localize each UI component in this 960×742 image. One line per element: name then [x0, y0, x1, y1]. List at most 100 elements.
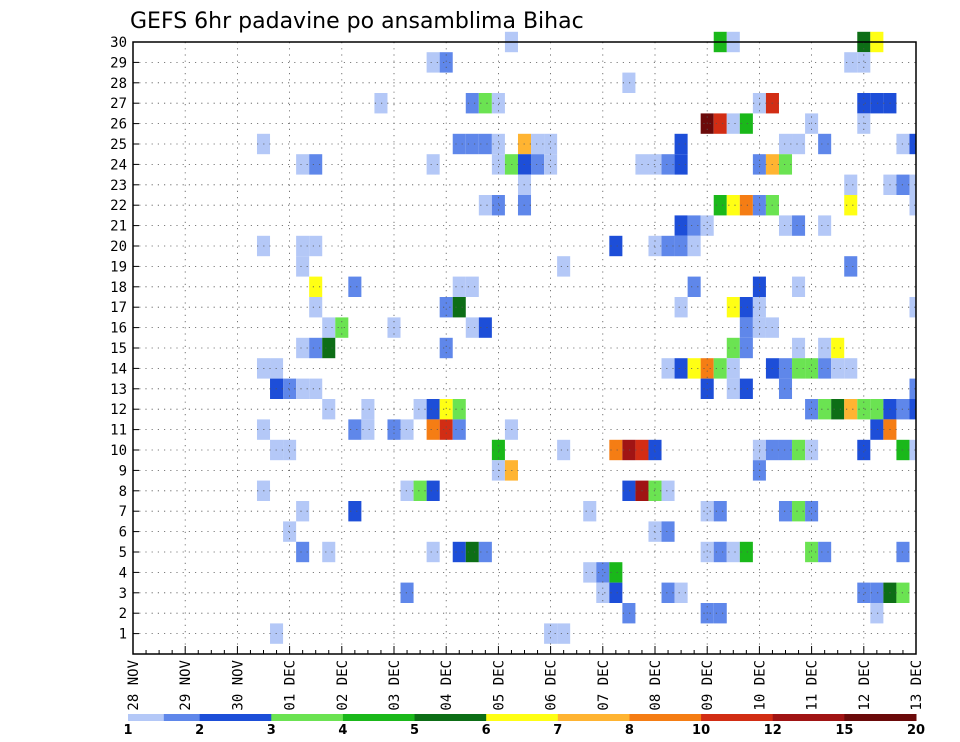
- heatmap-cell: [296, 378, 310, 399]
- heatmap-cell: [818, 358, 832, 379]
- heatmap-cell: [805, 439, 819, 461]
- heatmap-cell: [661, 358, 675, 379]
- heatmap-cell: [713, 541, 727, 563]
- y-tick-label: 8: [119, 484, 127, 500]
- heatmap-cell: [296, 256, 310, 277]
- heatmap-cell: [870, 603, 884, 624]
- chart-title: GEFS 6hr padavine po ansamblima Bihac: [130, 9, 584, 34]
- heatmap-cell: [909, 439, 916, 461]
- heatmap-cell: [792, 439, 806, 461]
- colorbar: 1 2 3 4 5 6 7 8 10 12 15 20: [123, 714, 925, 738]
- heatmap-cell: [739, 337, 753, 359]
- heatmap-cell: [439, 399, 453, 420]
- heatmap-cell: [792, 337, 806, 359]
- heatmap-cell: [805, 358, 819, 379]
- colorbar-label: 10: [692, 723, 710, 738]
- heatmap-cell: [818, 337, 832, 359]
- colorbar-swatch: [128, 714, 201, 721]
- heatmap-cell: [283, 378, 297, 399]
- heatmap-cell: [844, 358, 858, 379]
- colorbar-swatch: [199, 714, 272, 721]
- heatmap-cell: [322, 399, 336, 420]
- heatmap-cell: [778, 154, 793, 175]
- heatmap-cell: [348, 276, 362, 297]
- x-tick-label: 07 DEC: [596, 660, 612, 711]
- y-tick-label: 1: [119, 627, 127, 643]
- heatmap-cell: [544, 133, 558, 155]
- heatmap-cell: [531, 154, 545, 175]
- heatmap-cell: [622, 72, 636, 93]
- heatmap-cell: [309, 154, 323, 175]
- heatmap-cell: [700, 501, 714, 522]
- heatmap-cell: [296, 541, 310, 563]
- heatmap-cell: [687, 358, 701, 379]
- heatmap-cell: [726, 358, 740, 379]
- gridlines: [133, 42, 916, 654]
- heatmap-cell: [557, 623, 571, 644]
- heatmap-cell: [870, 93, 884, 114]
- heatmap-cell: [661, 154, 675, 175]
- heatmap-cell: [426, 419, 440, 440]
- heatmap-cell: [713, 113, 727, 134]
- heatmap-cell: [778, 501, 793, 522]
- heatmap-cell: [792, 501, 806, 522]
- heatmap-cell: [452, 419, 466, 440]
- x-tick-label: 13 DEC: [909, 660, 925, 711]
- heatmap-cell: [309, 337, 323, 359]
- heatmap-cell: [700, 358, 714, 379]
- colorbar-swatch: [772, 714, 845, 721]
- heatmap-cell: [857, 93, 871, 114]
- y-tick-label: 16: [110, 321, 127, 337]
- heatmap-cell: [674, 133, 688, 155]
- heatmap-cell: [661, 582, 675, 603]
- colorbar-label: 6: [482, 723, 491, 738]
- heatmap-cell: [283, 439, 297, 461]
- heatmap-cell: [909, 399, 916, 420]
- heatmap-cell: [844, 256, 858, 277]
- heatmap-cell: [413, 399, 427, 420]
- y-tick-label: 20: [110, 239, 127, 255]
- y-tick-label: 29: [110, 55, 127, 71]
- heatmap-cell: [739, 297, 753, 318]
- heatmap-cell: [674, 235, 688, 257]
- heatmap-cell: [361, 419, 375, 440]
- heatmap-cell: [805, 399, 819, 420]
- heatmap-cell: [726, 297, 740, 318]
- heatmap-cell: [778, 358, 793, 379]
- y-tick-label: 6: [119, 525, 127, 541]
- y-tick-label: 17: [110, 300, 127, 316]
- y-tick-label: 28: [110, 76, 127, 92]
- heatmap-cell: [465, 541, 479, 563]
- heatmap-cell: [687, 276, 701, 297]
- y-axis: 1234567891011121314151617181920212223242…: [110, 35, 139, 643]
- colorbar-swatch: [701, 714, 774, 721]
- heatmap-cell: [491, 133, 505, 155]
- heatmap-cell: [857, 582, 871, 603]
- heatmap-cell: [909, 297, 916, 318]
- heatmap-cell: [439, 52, 453, 73]
- x-tick-label: 29 NOV: [178, 659, 194, 710]
- y-tick-label: 24: [110, 157, 127, 173]
- heatmap-cell: [909, 133, 916, 155]
- y-tick-label: 14: [110, 361, 127, 377]
- colorbar-label: 2: [195, 723, 204, 738]
- y-tick-label: 13: [110, 382, 127, 398]
- heatmap-cell: [674, 582, 688, 603]
- y-tick-label: 30: [110, 35, 127, 51]
- x-tick-label: 30 NOV: [230, 659, 246, 710]
- heatmap-cell: [309, 235, 323, 257]
- heatmap-cell: [674, 297, 688, 318]
- heatmap-cell: [661, 480, 675, 501]
- colorbar-swatch: [342, 714, 416, 721]
- heatmap-cell: [296, 501, 310, 522]
- heatmap-cell: [609, 562, 623, 583]
- heatmap-cell: [478, 541, 492, 563]
- heatmap-cell: [792, 358, 806, 379]
- heatmap-cell: [491, 154, 505, 175]
- heatmap-cell: [805, 541, 819, 563]
- heatmap-cell: [726, 337, 740, 359]
- heatmap-cell: [818, 399, 832, 420]
- heatmap-cell: [661, 235, 675, 257]
- heatmap-cell: [778, 215, 793, 236]
